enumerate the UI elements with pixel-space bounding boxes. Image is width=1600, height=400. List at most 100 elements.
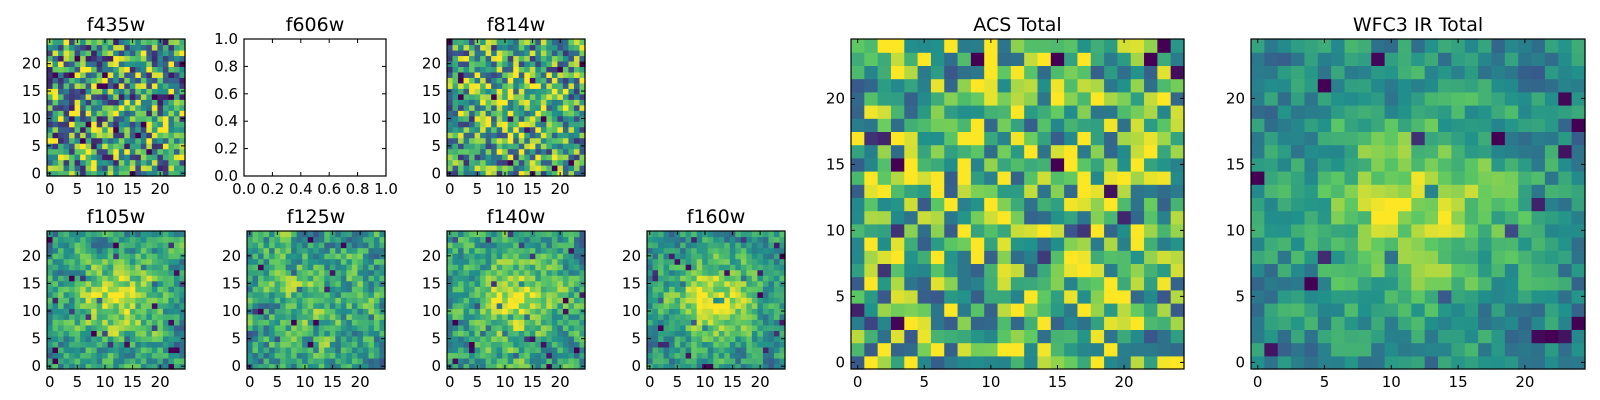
heatmap-cell <box>469 126 476 133</box>
heatmap-cell <box>864 303 879 317</box>
heatmap-cell <box>258 236 265 243</box>
heatmap-cell <box>124 77 131 84</box>
heatmap-cell <box>47 269 54 276</box>
heatmap-cell <box>779 302 786 309</box>
heatmap-cell <box>746 357 753 365</box>
heatmap-cell <box>1264 303 1279 317</box>
heatmap-cell <box>773 335 781 342</box>
heatmap-cell <box>335 291 342 298</box>
heatmap-cell <box>496 170 503 177</box>
heatmap-cell <box>1331 250 1346 264</box>
heatmap-cell <box>146 93 153 100</box>
heatmap-cell <box>91 88 98 95</box>
heatmap-cell <box>1558 329 1573 344</box>
heatmap-cell <box>58 165 65 172</box>
heatmap-cell <box>362 363 370 370</box>
heatmap-cell <box>1144 329 1158 344</box>
heatmap-cell <box>779 341 786 348</box>
heatmap-cell <box>540 104 547 111</box>
heatmap-cell <box>47 110 54 117</box>
heatmap-cell <box>458 137 465 144</box>
heatmap-cell <box>74 258 81 265</box>
heatmap-cell <box>168 341 175 348</box>
heatmap-cell <box>179 126 186 133</box>
heatmap-cell <box>1371 303 1386 317</box>
heatmap-cell <box>557 99 564 106</box>
heatmap-cell <box>469 110 476 117</box>
heatmap-cell <box>480 126 487 133</box>
heatmap-cell <box>458 143 465 150</box>
heatmap-cell <box>535 313 542 320</box>
heatmap-cell <box>1558 263 1573 278</box>
heatmap-cell <box>535 115 542 122</box>
heatmap-cell <box>768 286 775 293</box>
heatmap-cell <box>529 253 536 260</box>
heatmap-cell <box>691 286 698 293</box>
heatmap-cell <box>1424 316 1439 330</box>
heatmap-cell <box>474 71 481 78</box>
heatmap-cell <box>168 357 175 365</box>
heatmap-cell <box>285 269 292 276</box>
heatmap-cell <box>47 154 54 161</box>
heatmap-cell <box>124 137 131 144</box>
heatmap-cell <box>469 335 476 342</box>
heatmap-cell <box>1438 355 1452 370</box>
y-tick-label: 0 <box>431 164 441 182</box>
heatmap-cell <box>984 303 999 317</box>
heatmap-cell <box>1010 303 1025 317</box>
heatmap-cell <box>546 132 553 139</box>
heatmap-cell <box>551 258 558 265</box>
heatmap-cell <box>85 253 92 260</box>
heatmap-cell <box>751 324 758 331</box>
heatmap-cell <box>351 269 358 276</box>
heatmap-cell <box>157 55 164 62</box>
heatmap-cell <box>944 197 959 212</box>
heatmap-cell <box>302 242 309 249</box>
heatmap-cell <box>944 250 959 264</box>
heatmap-cell <box>713 275 720 282</box>
heatmap-cell <box>379 258 386 265</box>
heatmap-cell <box>735 275 742 282</box>
heatmap-cell <box>713 231 720 238</box>
heatmap-cell <box>173 165 181 172</box>
heatmap-cell <box>1170 105 1185 119</box>
heatmap-cell <box>729 253 736 260</box>
heatmap-cell <box>96 247 103 254</box>
heatmap-cell <box>118 269 125 276</box>
heatmap-cell <box>529 99 536 106</box>
heatmap-cell <box>1571 316 1586 330</box>
heatmap-cell <box>768 313 775 320</box>
heatmap-cell <box>1344 303 1359 317</box>
heatmap-cell <box>373 330 381 337</box>
heatmap-cell <box>452 308 459 315</box>
heatmap-cell <box>485 154 492 161</box>
heatmap-cell <box>179 313 186 320</box>
heatmap-cell <box>113 148 120 155</box>
heatmap-cell <box>970 329 985 344</box>
heatmap-cell <box>702 258 709 265</box>
heatmap-cell <box>307 275 314 282</box>
heatmap-cell <box>773 286 781 293</box>
heatmap-cell <box>63 39 70 46</box>
heatmap-cell <box>52 55 59 62</box>
heatmap-cell <box>179 302 186 309</box>
heatmap-cell <box>696 231 703 238</box>
heatmap-cell <box>157 352 164 359</box>
heatmap-cell <box>491 357 498 365</box>
heatmap-cell <box>773 308 781 315</box>
heatmap-cell <box>513 170 520 177</box>
heatmap-cell <box>984 118 999 132</box>
y-tick-label: 0 <box>231 357 241 375</box>
heatmap-cell <box>524 357 531 365</box>
heatmap-cell <box>513 154 520 161</box>
heatmap-cell <box>129 137 136 144</box>
heatmap-cell <box>107 44 114 51</box>
heatmap-cell <box>562 137 570 144</box>
heatmap-cell <box>984 250 999 264</box>
heatmap-cell <box>491 308 498 315</box>
heatmap-cell <box>146 39 153 46</box>
heatmap-cell <box>80 275 87 282</box>
heatmap-cell <box>47 165 54 172</box>
heatmap-cell <box>573 77 581 84</box>
heatmap-cell <box>1424 250 1439 264</box>
